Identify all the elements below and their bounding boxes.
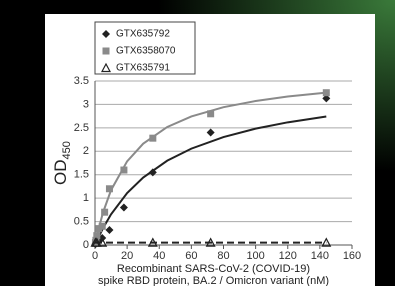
legend: GTX635792 GTX6358070 GTX635791	[95, 22, 195, 74]
data-point	[149, 135, 156, 142]
legend-marker	[103, 48, 110, 55]
y-tick-label: 3	[83, 98, 89, 110]
x-axis-label: Recombinant SARS-CoV-2 (COVID-19)	[117, 263, 310, 275]
y-axis-label-sub: 450	[61, 141, 73, 159]
y-tick-label: 2.5	[74, 122, 89, 134]
page: OD450 0 0.5 1 1.5 2 2.5 3 3.5 0 20 40 60 80 100 120 140…	[0, 0, 395, 286]
y-tick-label: 1.5	[74, 169, 89, 181]
chart: OD450 0 0.5 1 1.5 2 2.5 3 3.5 0 20 40 60 80 100 120 140…	[0, 0, 395, 286]
y-axis-label-main: OD	[51, 159, 70, 185]
x-tick-label: 0	[92, 250, 98, 262]
x-tick-label: 80	[217, 250, 229, 262]
x-tick-label: 60	[185, 250, 197, 262]
x-axis-label: spike RBD protein, BA.2 / Omicron varian…	[98, 275, 329, 286]
data-point	[106, 185, 113, 192]
y-tick-label: 0	[83, 239, 89, 251]
data-point	[120, 167, 127, 174]
data-point	[101, 209, 108, 216]
x-tick-label: 40	[153, 250, 165, 262]
x-tick-label: 140	[311, 250, 329, 262]
data-point	[207, 110, 214, 117]
legend-label: GTX635792	[116, 29, 170, 40]
y-tick-label: 0.5	[74, 215, 89, 227]
x-tick-label: 160	[343, 250, 361, 262]
y-tick-label: 1	[83, 192, 89, 204]
x-tick-label: 120	[279, 250, 297, 262]
y-tick-label: 2	[83, 145, 89, 157]
x-tick-label: 20	[121, 250, 133, 262]
legend-label: GTX635791	[116, 63, 170, 74]
y-tick-label: 3.5	[74, 75, 89, 87]
x-tick-label: 100	[246, 250, 264, 262]
data-point	[323, 89, 330, 96]
data-point	[99, 223, 106, 230]
legend-label: GTX6358070	[116, 46, 176, 57]
